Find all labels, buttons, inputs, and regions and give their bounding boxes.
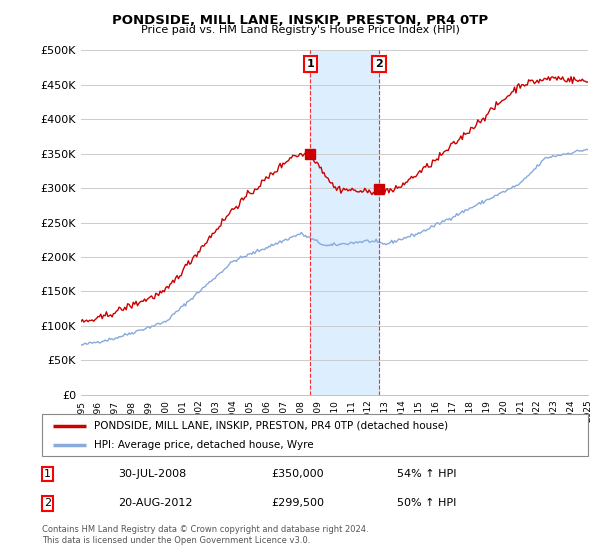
Text: 54% ↑ HPI: 54% ↑ HPI <box>397 469 457 479</box>
Text: 50% ↑ HPI: 50% ↑ HPI <box>397 498 456 508</box>
Text: £299,500: £299,500 <box>271 498 325 508</box>
Text: 20-AUG-2012: 20-AUG-2012 <box>118 498 193 508</box>
Bar <box>310 50 379 395</box>
Text: 30-JUL-2008: 30-JUL-2008 <box>118 469 187 479</box>
Text: 1: 1 <box>307 59 314 69</box>
Text: 2: 2 <box>375 59 383 69</box>
Text: PONDSIDE, MILL LANE, INSKIP, PRESTON, PR4 0TP: PONDSIDE, MILL LANE, INSKIP, PRESTON, PR… <box>112 14 488 27</box>
Text: 1: 1 <box>44 469 51 479</box>
FancyBboxPatch shape <box>42 414 588 456</box>
Text: Price paid vs. HM Land Registry's House Price Index (HPI): Price paid vs. HM Land Registry's House … <box>140 25 460 35</box>
Text: 2: 2 <box>44 498 51 508</box>
Text: Contains HM Land Registry data © Crown copyright and database right 2024.
This d: Contains HM Land Registry data © Crown c… <box>42 525 368 545</box>
Text: PONDSIDE, MILL LANE, INSKIP, PRESTON, PR4 0TP (detached house): PONDSIDE, MILL LANE, INSKIP, PRESTON, PR… <box>94 421 448 431</box>
Text: HPI: Average price, detached house, Wyre: HPI: Average price, detached house, Wyre <box>94 440 313 450</box>
Text: £350,000: £350,000 <box>271 469 324 479</box>
